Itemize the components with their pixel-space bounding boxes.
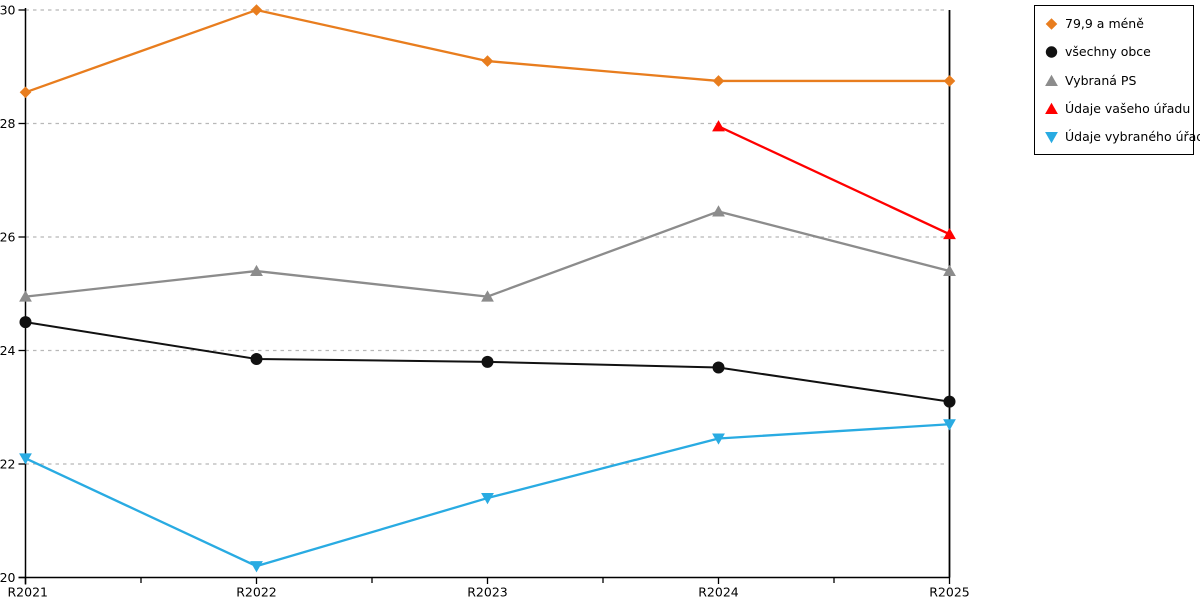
data-point-1-R2023 bbox=[481, 355, 494, 368]
legend-label: všechny obce bbox=[1065, 44, 1151, 60]
legend-item-0[interactable]: 79,9 a méně bbox=[1044, 13, 1185, 35]
chart-legend: 79,9 a méně všechny obce Vybraná PS Údaje v… bbox=[1034, 5, 1200, 155]
series-line-3 bbox=[718, 125, 950, 236]
y-tick-label-26: 26 bbox=[0, 230, 16, 245]
data-point-0-R2022 bbox=[250, 4, 263, 16]
series-line-2 bbox=[25, 210, 950, 298]
data-point-2-R2025 bbox=[943, 264, 956, 277]
y-tick-label-20: 20 bbox=[0, 570, 16, 585]
data-point-3-R2024 bbox=[712, 120, 725, 132]
data-point-2-R2024 bbox=[712, 205, 725, 217]
triangle-up-marker-icon bbox=[1044, 74, 1059, 88]
data-point-1-R2021 bbox=[19, 316, 32, 329]
x-tick-label-R2022: R2022 bbox=[236, 585, 277, 600]
legend-item-2[interactable]: Vybraná PS bbox=[1044, 70, 1185, 92]
data-point-2-R2022 bbox=[250, 264, 263, 277]
legend-label: Údaje vašeho úřadu bbox=[1065, 100, 1191, 116]
y-tick-label-28: 28 bbox=[0, 116, 16, 131]
x-tick-label-R2024: R2024 bbox=[698, 585, 739, 600]
x-tick-label-R2021: R2021 bbox=[8, 585, 49, 600]
legend-item-3[interactable]: Údaje vašeho úřadu bbox=[1044, 98, 1190, 120]
data-point-4-R2023 bbox=[481, 493, 494, 505]
data-point-1-R2022 bbox=[250, 353, 263, 366]
legend-item-4[interactable]: Údaje vybraného úřadu bbox=[1044, 126, 1200, 148]
data-point-1-R2024 bbox=[712, 361, 725, 374]
legend-label: Vybraná PS bbox=[1065, 72, 1137, 88]
data-point-0-R2024 bbox=[712, 75, 725, 87]
y-tick-label-30: 30 bbox=[0, 3, 16, 18]
data-point-0-R2025 bbox=[943, 75, 956, 87]
diamond-marker-icon bbox=[1044, 17, 1059, 31]
data-point-3-R2025 bbox=[943, 227, 956, 240]
x-tick-label-R2025: R2025 bbox=[929, 585, 970, 600]
data-point-2-R2023 bbox=[481, 290, 494, 302]
legend-label: 79,9 a méně bbox=[1065, 16, 1144, 31]
data-point-4-R2025 bbox=[943, 419, 956, 431]
triangle-down-marker-icon bbox=[1044, 130, 1059, 144]
data-point-1-R2025 bbox=[943, 395, 956, 408]
data-point-4-R2021 bbox=[19, 453, 32, 465]
data-point-0-R2021 bbox=[19, 86, 32, 99]
x-tick-label-R2023: R2023 bbox=[467, 585, 508, 600]
y-tick-label-24: 24 bbox=[0, 343, 16, 358]
data-point-4-R2022 bbox=[250, 561, 263, 573]
series-line-0 bbox=[25, 8, 950, 94]
circle-marker-icon bbox=[1044, 45, 1059, 59]
data-point-0-R2023 bbox=[481, 55, 494, 67]
triangle-up-marker-icon bbox=[1044, 102, 1059, 116]
data-point-2-R2021 bbox=[19, 290, 32, 302]
legend-label: Údaje vybraného úřadu bbox=[1065, 129, 1200, 144]
data-point-4-R2024 bbox=[712, 433, 725, 445]
legend-item-1[interactable]: všechny obce bbox=[1044, 41, 1185, 63]
y-tick-label-22: 22 bbox=[0, 457, 16, 472]
